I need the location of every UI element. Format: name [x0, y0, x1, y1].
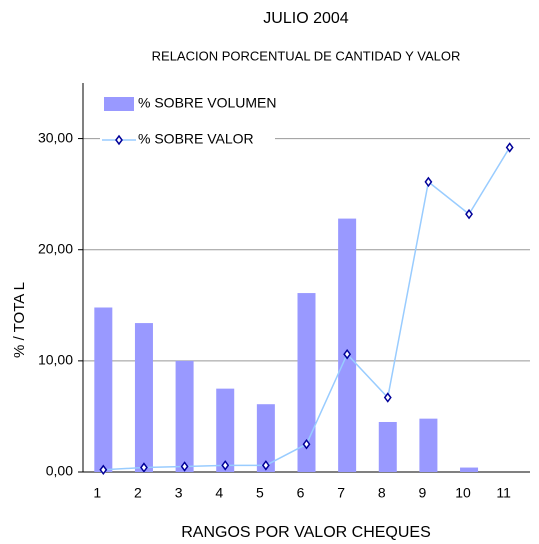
x-tick-label: 3 [175, 485, 183, 501]
x-tick-label: 1 [93, 485, 101, 501]
bar [175, 360, 194, 472]
bar [460, 467, 479, 472]
y-axis-label: % / TOTA L [11, 282, 28, 358]
legend-label: % SOBRE VOLUMEN [138, 95, 276, 111]
y-tick-label: 10,00 [38, 352, 73, 368]
x-tick-label: 7 [337, 485, 345, 501]
marker [343, 348, 352, 360]
legend-label: % SOBRE VALOR [138, 131, 254, 147]
marker [424, 176, 433, 188]
x-tick-label: 4 [215, 485, 223, 501]
marker [99, 464, 108, 476]
x-tick-label: 6 [297, 485, 305, 501]
x-tick-label: 11 [496, 485, 511, 501]
y-tick-label: 30,00 [38, 129, 73, 145]
x-tick-label: 5 [256, 485, 264, 501]
legend-swatch [104, 97, 134, 111]
bar [297, 293, 316, 472]
y-tick-label: 0,00 [46, 463, 73, 479]
x-tick-label: 9 [419, 485, 427, 501]
x-tick-label: 10 [455, 485, 471, 501]
chart-title: JULIO 2004 [263, 10, 348, 27]
marker [302, 438, 311, 450]
marker [383, 392, 392, 403]
chart-subtitle: RELACION PORCENTUAL DE CANTIDAD Y VALOR [152, 48, 461, 63]
y-tick-label: 20,00 [38, 240, 73, 256]
bar [216, 388, 235, 472]
bar [134, 323, 153, 472]
bar [338, 218, 357, 472]
marker [505, 142, 514, 153]
marker [465, 208, 473, 220]
marker [140, 462, 148, 473]
legend-marker [115, 134, 123, 146]
marker [261, 460, 270, 471]
marker [221, 460, 230, 471]
x-axis-label: RANGOS POR VALOR CHEQUES [181, 524, 431, 541]
bar [419, 418, 438, 472]
marker [180, 461, 189, 472]
x-tick-label: 8 [378, 485, 386, 501]
bar [94, 307, 113, 472]
bar [256, 404, 275, 472]
x-tick-label: 2 [134, 485, 142, 501]
bar [378, 421, 397, 472]
